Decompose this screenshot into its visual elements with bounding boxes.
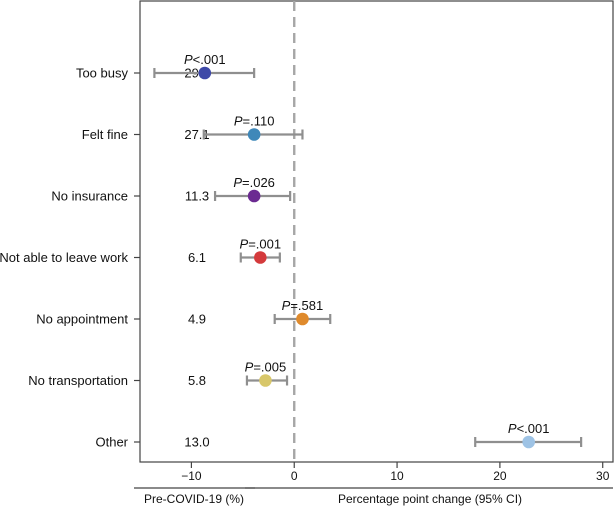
p-prefix: P [245, 360, 254, 375]
point-estimate [198, 66, 212, 80]
category-label: Felt fine [82, 127, 128, 142]
category-label: Not able to leave work [0, 250, 128, 265]
p-prefix: P [508, 421, 517, 436]
left-column-label: Pre-COVID-19 (%) [144, 492, 244, 506]
p-prefix: P [234, 114, 243, 129]
x-axis-tick-label: 20 [493, 469, 507, 483]
p-value-label: P=.581 [282, 298, 324, 313]
x-axis-tick-label: 10 [390, 469, 404, 483]
p-value: <.001 [193, 52, 226, 67]
p-value: =.005 [253, 360, 286, 375]
plot-marks: P<.001P=.110P=.026P=.001P=.581P=.005P<.0… [153, 52, 583, 449]
category-label: Too busy [76, 66, 129, 81]
p-prefix: P [233, 175, 242, 190]
p-prefix: P [184, 52, 193, 67]
x-axis-tick-label: 0 [291, 469, 298, 483]
category-label: No transportation [28, 373, 128, 388]
pre-covid-value: 11.3 [185, 189, 209, 204]
p-value-label: P=.110 [234, 114, 275, 129]
p-value-label: P=.026 [233, 175, 275, 190]
p-prefix: P [282, 298, 291, 313]
pre-covid-value: 4.9 [188, 312, 206, 327]
left-axis-ticks [134, 72, 140, 443]
category-label: No insurance [51, 189, 128, 204]
p-value: =.001 [248, 237, 281, 252]
pre-covid-values: 29.727.111.36.14.95.813.0 [184, 66, 209, 450]
p-value-label: P=.001 [240, 237, 282, 252]
category-labels: Too busy Felt fine No insurance Not able to… [0, 66, 129, 450]
point-estimate [254, 251, 267, 264]
point-estimate [522, 435, 535, 449]
plot-frame [139, 0, 614, 463]
p-value-label: P<.001 [184, 52, 226, 67]
point-estimate [296, 312, 309, 326]
p-value: =.110 [243, 114, 275, 129]
p-prefix: P [240, 237, 249, 252]
pre-covid-value: 13.0 [184, 435, 209, 450]
p-value: <.001 [517, 421, 550, 436]
point-estimate [247, 128, 261, 141]
pre-covid-value: 5.8 [188, 373, 206, 388]
pre-covid-value: 6.1 [188, 250, 206, 265]
point-estimate [259, 374, 272, 387]
x-axis-tick-label: 30 [596, 469, 610, 483]
p-value: =.581 [290, 298, 323, 313]
category-label: Other [95, 435, 128, 450]
p-value-label: P=.005 [245, 360, 287, 375]
point-estimate [247, 189, 261, 203]
x-axis-tick-label: −10 [181, 469, 202, 483]
x-axis-label: Percentage point change (95% CI) [338, 492, 522, 506]
p-value-label: P<.001 [508, 421, 550, 436]
x-axis: −10 0 10 20 30 [181, 462, 610, 483]
category-label: No appointment [36, 312, 128, 327]
p-value: =.026 [242, 175, 275, 190]
